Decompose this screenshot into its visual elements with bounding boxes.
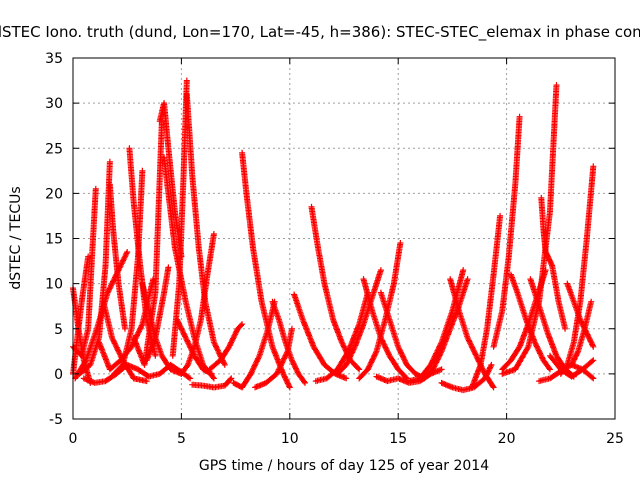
arc-series [130, 118, 165, 368]
arc-series [438, 361, 495, 394]
y-tick-label: 35 [45, 51, 63, 67]
x-tick-label: 5 [177, 431, 186, 447]
plus-markers [490, 113, 523, 350]
y-tick-label: 25 [45, 141, 63, 157]
plus-markers [139, 280, 185, 377]
data-marks [70, 77, 597, 394]
x-tick-label: 15 [389, 431, 407, 447]
y-tick-label: 10 [45, 277, 63, 293]
arc-series [178, 231, 217, 377]
y-tick-label: 15 [45, 232, 63, 248]
arc-series [189, 375, 235, 391]
x-tick-label: 20 [498, 431, 516, 447]
plus-markers [312, 289, 371, 385]
arc-series [106, 181, 128, 332]
plus-markers [106, 181, 128, 332]
arc-series [312, 289, 371, 385]
x-tick-label: 0 [69, 431, 78, 447]
arc-series [139, 280, 185, 377]
y-tick-label: -5 [49, 412, 63, 428]
plus-markers [183, 91, 228, 368]
arc-series [468, 212, 504, 391]
arc-series [252, 325, 295, 391]
plus-markers [468, 212, 504, 391]
plus-markers [438, 361, 495, 394]
plus-markers [252, 325, 295, 391]
y-tick-labels: -5 0 5 10 15 20 25 30 35 [45, 51, 63, 428]
plus-markers [178, 231, 217, 377]
x-tick-label: 25 [606, 431, 624, 447]
plus-markers [421, 276, 471, 382]
arc-series [183, 91, 228, 368]
x-axis-label: GPS time / hours of day 125 of year 2014 [199, 458, 489, 474]
y-tick-label: 5 [54, 322, 63, 338]
y-tick-label: 20 [45, 186, 63, 202]
plus-markers [189, 375, 235, 391]
y-tick-label: 0 [54, 367, 63, 383]
plus-markers [130, 118, 165, 368]
y-tick-label: 30 [45, 96, 63, 112]
arc-series [356, 240, 404, 382]
arc-series [538, 194, 569, 332]
plus-markers [507, 271, 553, 373]
arc-series [206, 321, 246, 373]
plus-markers [356, 240, 404, 382]
plus-markers [80, 361, 194, 386]
plus-markers [206, 321, 246, 373]
arc-series [421, 276, 471, 382]
x-tick-labels: 0 5 10 15 20 25 [69, 431, 624, 447]
arc-series [174, 316, 215, 377]
chart-title: dSTEC Iono. truth (dund, Lon=170, Lat=-4… [0, 23, 640, 42]
plus-markers [230, 298, 278, 391]
arc-series [507, 271, 553, 373]
arc-series [490, 113, 523, 350]
arc-series [230, 298, 278, 391]
plus-markers [174, 316, 215, 377]
ticks [72, 57, 616, 420]
plus-markers [536, 361, 597, 385]
plus-markers [538, 194, 569, 332]
arc-series [377, 289, 428, 382]
y-axis-label: dSTEC / TECUs [8, 186, 24, 289]
arc-series [536, 361, 597, 385]
x-tick-label: 10 [281, 431, 299, 447]
arc-series [80, 361, 194, 386]
plus-markers [377, 289, 428, 382]
